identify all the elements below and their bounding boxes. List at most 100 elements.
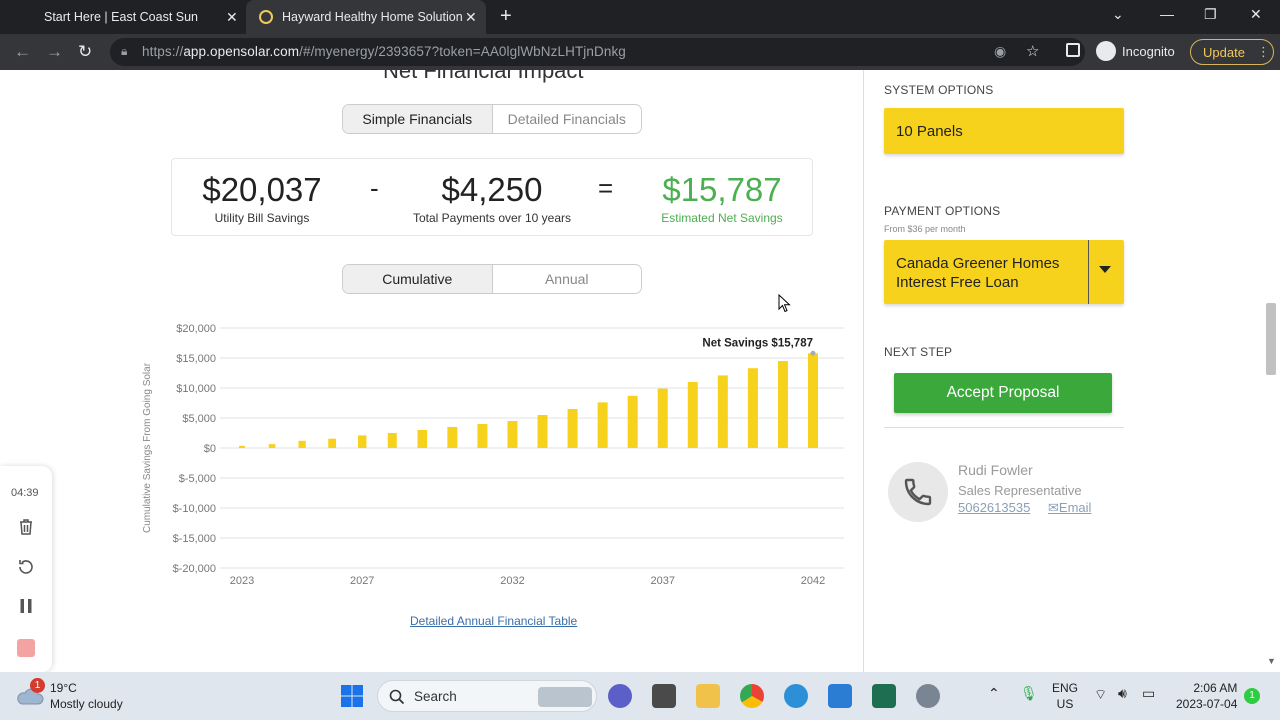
bar	[387, 433, 397, 448]
browser-toolbar: ← → ↻ 🔒︎ https://app.opensolar.com/#/mye…	[0, 34, 1280, 70]
windows-start-icon[interactable]	[340, 684, 364, 708]
cumulative-savings-chart: $20,000 $15,000 $10,000 $5,000 $0 $-5,000 $-10…	[142, 323, 844, 587]
system-options-label: SYSTEM OPTIONS	[884, 83, 994, 97]
close-tab-icon[interactable]: ✕	[226, 9, 238, 25]
financial-summary: $20,037 Utility Bill Savings - $4,250 To…	[171, 158, 813, 236]
bar	[627, 395, 638, 448]
chrome-icon[interactable]	[740, 684, 764, 708]
rep-email-label: Email	[1058, 500, 1092, 515]
net-savings-annotation: Net Savings $15,787	[702, 337, 813, 349]
bookmark-star-icon[interactable]: ☆	[1026, 43, 1040, 60]
screen-recorder-widget: 04:39	[0, 466, 52, 672]
volume-icon[interactable]: 🔊︎	[1118, 685, 1127, 701]
panel-divider	[863, 70, 864, 672]
address-bar[interactable]: 🔒︎ https://app.opensolar.com/#/myenergy/…	[110, 38, 1085, 66]
incognito-label: Incognito	[1122, 43, 1175, 59]
tab-cumulative[interactable]: Cumulative	[343, 265, 493, 293]
detailed-table-link[interactable]: Detailed Annual Financial Table	[410, 614, 578, 628]
eye-off-icon[interactable]: ◉	[994, 43, 1007, 59]
app-icon[interactable]	[872, 684, 896, 708]
bar	[537, 415, 548, 448]
accept-proposal-button[interactable]: Accept Proposal	[894, 373, 1112, 413]
system-option-button[interactable]: 10 Panels	[884, 108, 1124, 154]
weather-badge: 1	[30, 678, 45, 693]
notification-badge[interactable]: 1	[1244, 688, 1260, 704]
phone-icon	[904, 478, 932, 506]
globe-app-icon[interactable]	[784, 684, 808, 708]
divider	[884, 427, 1124, 428]
page-content: Net Financial Impact Simple Financials D…	[0, 70, 1280, 672]
x-tick-label: 2032	[500, 575, 524, 587]
restore-icon[interactable]: ❐	[1204, 6, 1217, 22]
bar	[417, 430, 428, 448]
reload-icon[interactable]: ↻	[78, 42, 93, 61]
system-option-value: 10 Panels	[896, 123, 963, 140]
side-panel-icon[interactable]	[1066, 43, 1080, 57]
teams-icon[interactable]	[608, 684, 632, 708]
y-axis-label: Cumulative Savings From Going Solar	[142, 362, 153, 533]
y-tick-label: $15,000	[176, 353, 216, 365]
bar	[717, 375, 728, 448]
rep-email-link[interactable]: ✉Email	[1048, 500, 1091, 516]
language-indicator[interactable]: ENG US	[1052, 681, 1079, 711]
taskbar-search[interactable]: Search	[377, 680, 597, 712]
tab-search-icon[interactable]: ⌄	[1112, 6, 1124, 22]
bar	[477, 424, 488, 448]
y-tick-label: $-5,000	[179, 473, 216, 485]
bar	[328, 438, 337, 448]
rep-phone-link[interactable]: 5062613535	[958, 500, 1031, 515]
bar	[567, 409, 578, 448]
close-window-icon[interactable]: ✕	[1250, 6, 1262, 22]
restart-icon[interactable]	[16, 557, 36, 577]
menu-dots-icon: ⋮	[1257, 44, 1270, 59]
bar	[447, 427, 458, 448]
stop-recording-icon[interactable]	[17, 639, 35, 657]
x-tick-label: 2027	[350, 575, 374, 587]
battery-icon[interactable]: ▭	[1142, 685, 1156, 701]
mouse-cursor-icon	[778, 294, 791, 313]
payment-option-value: Canada Greener Homes Interest Free Loan	[896, 255, 1060, 291]
close-tab-icon[interactable]: ✕	[465, 9, 477, 25]
tab-detailed-financials[interactable]: Detailed Financials	[492, 105, 641, 133]
payment-option-select[interactable]: Canada Greener Homes Interest Free Loan	[884, 240, 1124, 304]
file-explorer-icon[interactable]	[696, 684, 720, 708]
mail-icon: ✉	[1048, 500, 1059, 515]
notepad-icon[interactable]	[828, 684, 852, 708]
tab-start-here[interactable]: Start Here | East Coast Sun	[0, 0, 246, 34]
wifi-icon[interactable]: ⌔	[1094, 686, 1108, 702]
new-tab-icon[interactable]: +	[500, 5, 512, 27]
tab-annual[interactable]: Annual	[492, 265, 641, 293]
y-tick-label: $-15,000	[173, 533, 216, 545]
pause-icon[interactable]	[18, 598, 34, 614]
update-button[interactable]: Update ⋮	[1190, 39, 1274, 65]
bar	[777, 361, 788, 448]
microphone-icon[interactable]: 🎙︎	[1020, 685, 1038, 701]
weather-widget[interactable]: 19°C Mostly cloudy	[50, 680, 123, 712]
recording-time: 04:39	[11, 487, 39, 499]
incognito-icon	[1096, 41, 1116, 61]
incognito-indicator[interactable]: Incognito	[1096, 41, 1175, 61]
back-icon[interactable]: ←	[14, 42, 31, 61]
clock-time: 2:06 AM	[1193, 681, 1238, 695]
settings-gear-icon[interactable]	[916, 684, 940, 708]
scroll-down-icon[interactable]: ▼	[1267, 656, 1276, 666]
tab-hayward[interactable]: Hayward Healthy Home Solution	[246, 0, 486, 34]
update-label: Update	[1203, 45, 1245, 60]
annotation-marker	[810, 350, 816, 356]
tray-chevron-up-icon[interactable]: ⌃	[988, 685, 1000, 701]
page-title: Net Financial Impact	[383, 70, 584, 83]
financials-toggle: Simple Financials Detailed Financials	[342, 104, 642, 134]
y-tick-label: $10,000	[176, 383, 216, 395]
trash-icon[interactable]	[16, 517, 36, 537]
minimize-icon[interactable]: —	[1160, 6, 1174, 22]
scrollbar-thumb[interactable]	[1266, 303, 1276, 375]
payment-options-label: PAYMENT OPTIONS	[884, 204, 1001, 218]
clock[interactable]: 2:06 AM 2023-07-04	[1176, 680, 1237, 712]
media-player-icon[interactable]	[652, 684, 676, 708]
avatar	[888, 462, 948, 522]
accept-proposal-label: Accept Proposal	[946, 384, 1060, 401]
tab-simple-financials[interactable]: Simple Financials	[343, 105, 493, 133]
forward-icon[interactable]: →	[46, 42, 63, 61]
bar	[597, 402, 608, 448]
weather-condition: Mostly cloudy	[50, 697, 123, 711]
